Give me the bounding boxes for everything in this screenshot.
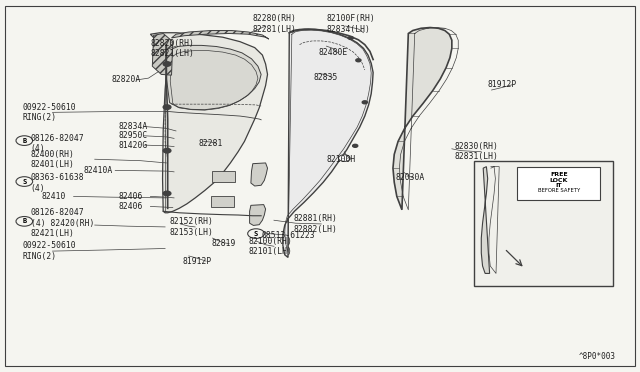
- Circle shape: [248, 229, 264, 238]
- Text: 82406: 82406: [118, 192, 143, 201]
- Circle shape: [163, 105, 171, 109]
- Text: 08126-82047
(4) 82420(RH)
82421(LH): 08126-82047 (4) 82420(RH) 82421(LH): [31, 208, 94, 238]
- Text: FREE: FREE: [550, 172, 568, 177]
- Bar: [474, 161, 613, 286]
- Text: 82406: 82406: [118, 202, 143, 211]
- Text: IT: IT: [556, 183, 562, 188]
- Text: 82281: 82281: [198, 139, 223, 148]
- Text: 81420G: 81420G: [118, 141, 148, 150]
- Text: 82834A: 82834A: [118, 122, 148, 131]
- Polygon shape: [481, 167, 490, 273]
- Circle shape: [353, 144, 358, 147]
- Text: 08513-61223: 08513-61223: [261, 231, 315, 240]
- Text: 82280(RH)
82281(LH): 82280(RH) 82281(LH): [253, 15, 297, 34]
- Polygon shape: [172, 31, 269, 39]
- Text: 00922-50610
RING(2): 00922-50610 RING(2): [22, 241, 76, 261]
- Polygon shape: [250, 205, 266, 225]
- Circle shape: [16, 136, 33, 145]
- Bar: [212, 171, 235, 182]
- Text: 82030A: 82030A: [396, 173, 425, 182]
- Text: 81912P: 81912P: [182, 257, 212, 266]
- Circle shape: [356, 59, 361, 62]
- Text: 82410A: 82410A: [83, 166, 113, 175]
- Circle shape: [348, 36, 353, 39]
- Polygon shape: [166, 45, 261, 110]
- Polygon shape: [393, 28, 452, 210]
- Text: 82835: 82835: [314, 73, 338, 82]
- Text: 81912P: 81912P: [488, 80, 517, 89]
- Text: 82152(RH)
82153(LH): 82152(RH) 82153(LH): [170, 217, 214, 237]
- Text: S: S: [22, 179, 26, 185]
- Text: LOCK: LOCK: [550, 177, 568, 183]
- Text: 82400(RH)
82401(LH): 82400(RH) 82401(LH): [31, 150, 75, 169]
- Polygon shape: [283, 29, 373, 257]
- Circle shape: [163, 62, 171, 66]
- Circle shape: [16, 177, 33, 186]
- Text: 82830(RH)
82831(LH): 82830(RH) 82831(LH): [454, 142, 499, 161]
- Text: 82820(RH)
82821(LH): 82820(RH) 82821(LH): [150, 39, 195, 58]
- Circle shape: [339, 155, 350, 161]
- Circle shape: [163, 191, 171, 196]
- Circle shape: [16, 217, 33, 226]
- Text: 82820A: 82820A: [112, 76, 141, 84]
- Polygon shape: [251, 163, 268, 186]
- Text: 08126-82047
(4): 08126-82047 (4): [31, 134, 84, 153]
- Text: 82410: 82410: [42, 192, 66, 201]
- Text: B: B: [22, 138, 26, 144]
- Text: ^8P0*003: ^8P0*003: [579, 352, 616, 361]
- Text: BEFORE SAFETY: BEFORE SAFETY: [538, 188, 580, 193]
- Text: 00922-50610
RING(2): 00922-50610 RING(2): [22, 103, 76, 122]
- Text: 82950C: 82950C: [118, 131, 148, 140]
- Bar: [517, 167, 600, 200]
- Bar: [211, 196, 234, 207]
- Text: 82100(RH)
82101(LH): 82100(RH) 82101(LH): [248, 237, 292, 256]
- Text: 82881(RH)
82882(LH): 82881(RH) 82882(LH): [293, 214, 337, 234]
- Polygon shape: [152, 33, 173, 75]
- Circle shape: [163, 148, 171, 153]
- Circle shape: [362, 101, 367, 104]
- Text: 82480E: 82480E: [319, 48, 348, 57]
- Text: 82100H: 82100H: [326, 155, 356, 164]
- Text: 82100F(RH)
82834(LH): 82100F(RH) 82834(LH): [326, 15, 375, 34]
- Text: S: S: [254, 231, 258, 237]
- Text: 82819: 82819: [211, 239, 236, 248]
- Polygon shape: [150, 33, 268, 213]
- Text: 08363-61638
(4): 08363-61638 (4): [31, 173, 84, 193]
- Text: B: B: [22, 218, 26, 224]
